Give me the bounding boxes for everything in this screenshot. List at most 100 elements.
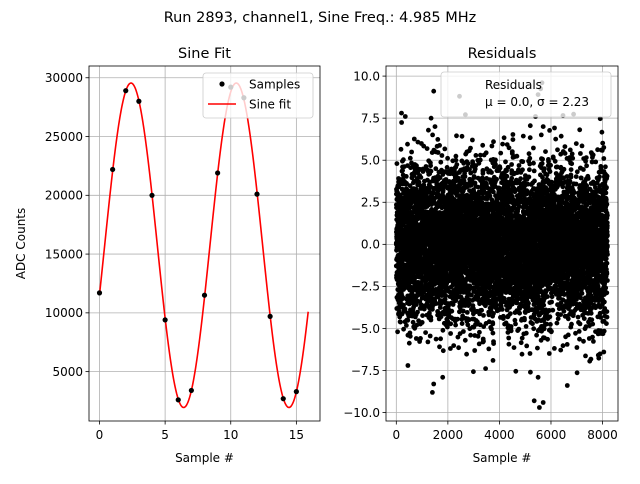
sample-point [176, 397, 181, 402]
residual-point [420, 313, 425, 318]
sample-point [163, 317, 168, 322]
residual-point [484, 150, 489, 155]
residual-point [465, 310, 470, 315]
residual-point [463, 174, 468, 179]
residual-point [423, 330, 428, 335]
residual-point [464, 352, 469, 357]
residual-point [408, 334, 413, 339]
residual-point [453, 323, 458, 328]
residual-point [480, 143, 485, 148]
residual-point [455, 317, 460, 322]
residual-point [466, 161, 471, 166]
residual-point [491, 139, 496, 144]
residual-point [520, 167, 525, 172]
residual-point [513, 322, 518, 327]
residual-point [483, 366, 488, 371]
residual-point [461, 329, 466, 334]
sine-fit-grid [89, 66, 320, 421]
residual-point [468, 333, 473, 338]
sample-point [110, 167, 115, 172]
residual-point [418, 336, 423, 341]
residual-point [428, 163, 433, 168]
residual-point [395, 161, 400, 166]
residuals-points-layer [394, 80, 610, 410]
residuals-title: Residuals [468, 46, 537, 62]
residual-point [477, 330, 482, 335]
residual-point [500, 307, 505, 312]
residual-point [474, 153, 479, 158]
sine-fit-title: Sine Fit [178, 46, 231, 62]
residual-point [501, 314, 506, 319]
residual-point [443, 293, 448, 298]
ax0-ytick-label: 20000 [45, 189, 83, 203]
sample-point [281, 396, 286, 401]
residual-point [407, 341, 412, 346]
residual-point [515, 154, 520, 159]
residual-point [509, 176, 514, 181]
sample-point [136, 99, 141, 104]
sine-fit-legend: Samples Sine fit [203, 73, 313, 118]
residual-point [448, 321, 453, 326]
residual-point [426, 128, 431, 133]
ax0-ytick-label: 15000 [45, 247, 83, 261]
ax0-xtick-label: 5 [161, 428, 169, 442]
residual-point [479, 308, 484, 313]
residual-point [503, 159, 508, 164]
residual-point [441, 348, 446, 353]
ax0-xtick-label: 0 [96, 428, 104, 442]
residual-point [456, 345, 461, 350]
residual-point [517, 163, 522, 168]
residual-point [438, 336, 443, 341]
sample-point [215, 170, 220, 175]
sample-point [268, 314, 273, 319]
residual-point [490, 144, 495, 149]
residual-point [516, 327, 521, 332]
residual-point [491, 341, 496, 346]
ax0-ytick-label: 30000 [45, 71, 83, 85]
residual-point [500, 142, 505, 147]
sine-fit-xlabel: Sample # [175, 451, 234, 465]
residual-point [509, 162, 514, 167]
ax0-ytick-label: 10000 [45, 306, 83, 320]
residual-point [491, 331, 496, 336]
residual-point [441, 328, 446, 333]
residual-point [505, 174, 510, 179]
residual-point [519, 340, 524, 345]
residual-point [429, 169, 434, 174]
residual-point [420, 320, 425, 325]
residual-point [468, 146, 473, 151]
residual-point [435, 137, 440, 142]
residual-point [448, 331, 453, 336]
residual-point [438, 305, 443, 310]
residual-point [430, 133, 435, 138]
residual-point [454, 133, 459, 138]
residual-point [438, 160, 443, 165]
residual-point [437, 344, 442, 349]
residual-point [460, 321, 465, 326]
sample-point [189, 388, 194, 393]
residual-point [478, 158, 483, 163]
residual-point [404, 174, 409, 179]
residual-point [490, 322, 495, 327]
residual-point [399, 120, 404, 125]
residual-point [405, 318, 410, 323]
sine-fit-curve-layer [100, 83, 309, 407]
residual-point [486, 347, 491, 352]
sine-fit-line [100, 83, 309, 407]
residual-point [493, 162, 498, 167]
residual-point [507, 342, 512, 347]
residual-point [442, 147, 447, 152]
residual-point [425, 146, 430, 151]
residual-point [506, 336, 511, 341]
residual-point [498, 151, 503, 156]
residual-point [494, 303, 499, 308]
residual-point [520, 352, 525, 357]
residual-point [489, 327, 494, 332]
sample-point [254, 192, 259, 197]
legend-samples-marker [219, 81, 224, 86]
residual-point [404, 323, 409, 328]
